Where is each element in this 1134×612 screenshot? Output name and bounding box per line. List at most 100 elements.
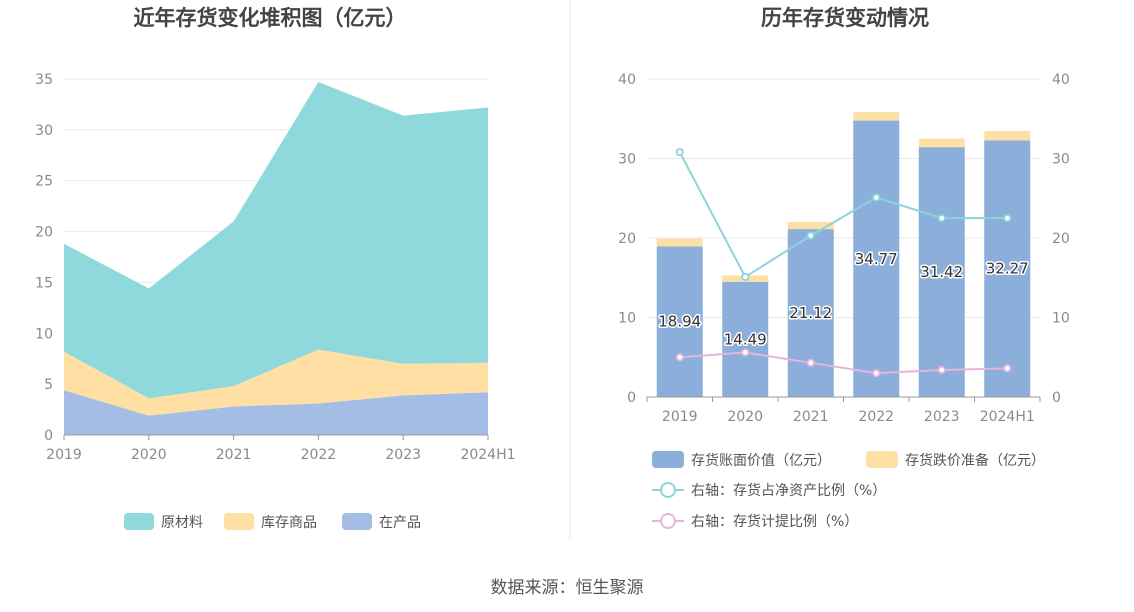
left-legend-item-raw: 原材料: [124, 513, 203, 531]
left-legend-label: 在产品: [379, 515, 421, 531]
right-legend-label: 存货跌价准备（亿元）: [905, 452, 1045, 469]
right-bar-writedown: [918, 138, 965, 148]
right-point-line_provision: [1003, 364, 1012, 373]
right-legend-marker: [660, 513, 676, 529]
left-legend-label: 库存商品: [261, 515, 317, 531]
right-point-line_provision: [675, 353, 684, 362]
data-source-label: 数据来源：恒生聚源: [491, 578, 644, 598]
right-chart-bars: [656, 111, 1031, 398]
right-point-line_provision: [741, 348, 750, 357]
right-y-left-tick-label: 40: [618, 72, 636, 88]
right-point-line_ratio: [872, 193, 881, 202]
left-area-wip: [64, 390, 488, 435]
left-y-tick-label: 35: [35, 72, 53, 88]
left-y-tick-label: 10: [35, 326, 53, 342]
left-legend-swatch: [224, 513, 254, 530]
left-area-raw: [64, 82, 488, 399]
right-bar-value-label: 32.27: [986, 260, 1029, 278]
right-legend-marker: [660, 482, 676, 498]
right-bar-book: [853, 120, 900, 398]
right-x-tick-label: 2022: [858, 409, 894, 425]
right-bar-value-label: 31.42: [920, 263, 963, 281]
right-y-right-tick-label: 30: [1052, 152, 1070, 168]
right-bar-writedown: [984, 130, 1031, 141]
right-bar-book: [984, 140, 1031, 398]
left-x-tick-label: 2020: [131, 447, 167, 463]
right-legend-label: 右轴：存货占净资产比例（%）: [691, 482, 886, 499]
left-legend-item-wip: 在产品: [342, 513, 421, 531]
right-legend-item-line_ratio: 右轴：存货占净资产比例（%）: [652, 482, 886, 499]
left-chart-legend: 原材料 库存商品 在产品: [124, 513, 421, 531]
right-bar-book: [918, 147, 965, 397]
right-legend-label: 右轴：存货计提比例（%）: [691, 513, 858, 530]
right-bar-writedown: [853, 111, 900, 121]
right-line-line_provision: [679, 351, 1008, 375]
right-bar-value-label: 34.77: [855, 250, 898, 268]
right-legend-item-book: 存货账面价值（亿元）: [652, 451, 831, 469]
right-chart-legend: 存货账面价值（亿元） 存货跌价准备（亿元） 右轴：存货占净资产比例（%） 右轴：存货计…: [652, 451, 1045, 530]
right-point-line_provision: [872, 369, 881, 378]
right-x-tick-label: 2023: [924, 409, 960, 425]
right-chart-axes: 0 10 20 30 40 0 10 20 30 40 2019 2020 2021 2022 2023 20…: [618, 72, 1070, 425]
left-y-tick-label: 25: [35, 174, 53, 190]
right-y-left-tick-label: 20: [618, 231, 636, 247]
right-legend-item-line_provision: 右轴：存货计提比例（%）: [652, 513, 858, 530]
right-bar-value-label: 18.94: [658, 313, 701, 331]
right-chart-data-labels: 18.94 14.49 21.12 34.77 31.42 32.27: [657, 248, 1030, 350]
right-y-left-tick-label: 0: [627, 390, 636, 406]
left-legend-label: 原材料: [161, 515, 203, 531]
right-point-line_ratio: [937, 214, 946, 223]
right-chart-gridlines: [647, 78, 1040, 318]
right-point-line_ratio: [806, 231, 815, 240]
left-x-tick-label: 2023: [385, 447, 421, 463]
left-chart-axes: 0 5 10 15 20 25 30 35 2019 2020 2021 2022 2023 2024H1: [35, 72, 515, 463]
left-x-tick-label: 2019: [46, 447, 82, 463]
right-legend-swatch: [652, 451, 684, 468]
left-chart-areas: [64, 82, 488, 435]
left-y-tick-label: 20: [35, 225, 53, 241]
right-legend-item-writedown: 存货跌价准备（亿元）: [866, 451, 1045, 469]
right-point-line_ratio: [1003, 214, 1012, 223]
right-x-tick-label: 2020: [727, 409, 763, 425]
right-y-right-tick-label: 0: [1052, 390, 1061, 406]
right-legend-swatch: [866, 451, 898, 468]
left-legend-item-finished: 库存商品: [224, 513, 317, 531]
right-x-tick-label: 2021: [793, 409, 829, 425]
right-point-line_provision: [806, 358, 815, 367]
right-point-line_ratio: [741, 272, 750, 282]
right-bar-book: [722, 281, 769, 397]
left-y-tick-label: 30: [35, 123, 53, 139]
right-y-left-tick-label: 30: [618, 152, 636, 168]
left-area-finished: [64, 349, 488, 416]
right-bar-book: [656, 246, 703, 397]
left-legend-swatch: [124, 513, 154, 530]
right-x-tick-label: 2024H1: [980, 409, 1035, 425]
right-y-left-tick-label: 10: [618, 311, 636, 327]
left-x-tick-label: 2021: [216, 447, 252, 463]
right-bar-writedown: [656, 238, 703, 247]
right-y-right-tick-label: 20: [1052, 231, 1070, 247]
right-legend-label: 存货账面价值（亿元）: [691, 452, 831, 469]
left-chart-title: 近年存货变化堆积图（亿元）: [134, 6, 407, 30]
left-y-tick-label: 5: [44, 377, 53, 393]
left-y-tick-label: 15: [35, 275, 53, 291]
right-chart-title: 历年存货变动情况: [761, 6, 929, 30]
right-point-line_ratio: [675, 148, 684, 157]
right-bar-value-label: 21.12: [789, 304, 832, 322]
right-line-line_ratio: [678, 151, 1008, 279]
right-bar-book: [787, 229, 834, 397]
left-chart: 近年存货变化堆积图（亿元） 0 5 10 15 20 25 30 35 2019 2020 2021…: [35, 6, 515, 531]
right-y-right-tick-label: 40: [1052, 72, 1070, 88]
right-chart-lines: [675, 148, 1012, 378]
left-x-tick-label: 2024H1: [460, 447, 515, 463]
right-x-tick-label: 2019: [662, 409, 698, 425]
right-bar-writedown: [787, 221, 834, 230]
right-point-line_provision: [937, 365, 946, 375]
left-y-tick-label: 0: [44, 428, 53, 444]
right-bar-value-label: 14.49: [724, 330, 767, 348]
left-legend-swatch: [342, 513, 372, 530]
left-x-tick-label: 2022: [301, 447, 337, 463]
right-y-right-tick-label: 10: [1052, 311, 1070, 327]
